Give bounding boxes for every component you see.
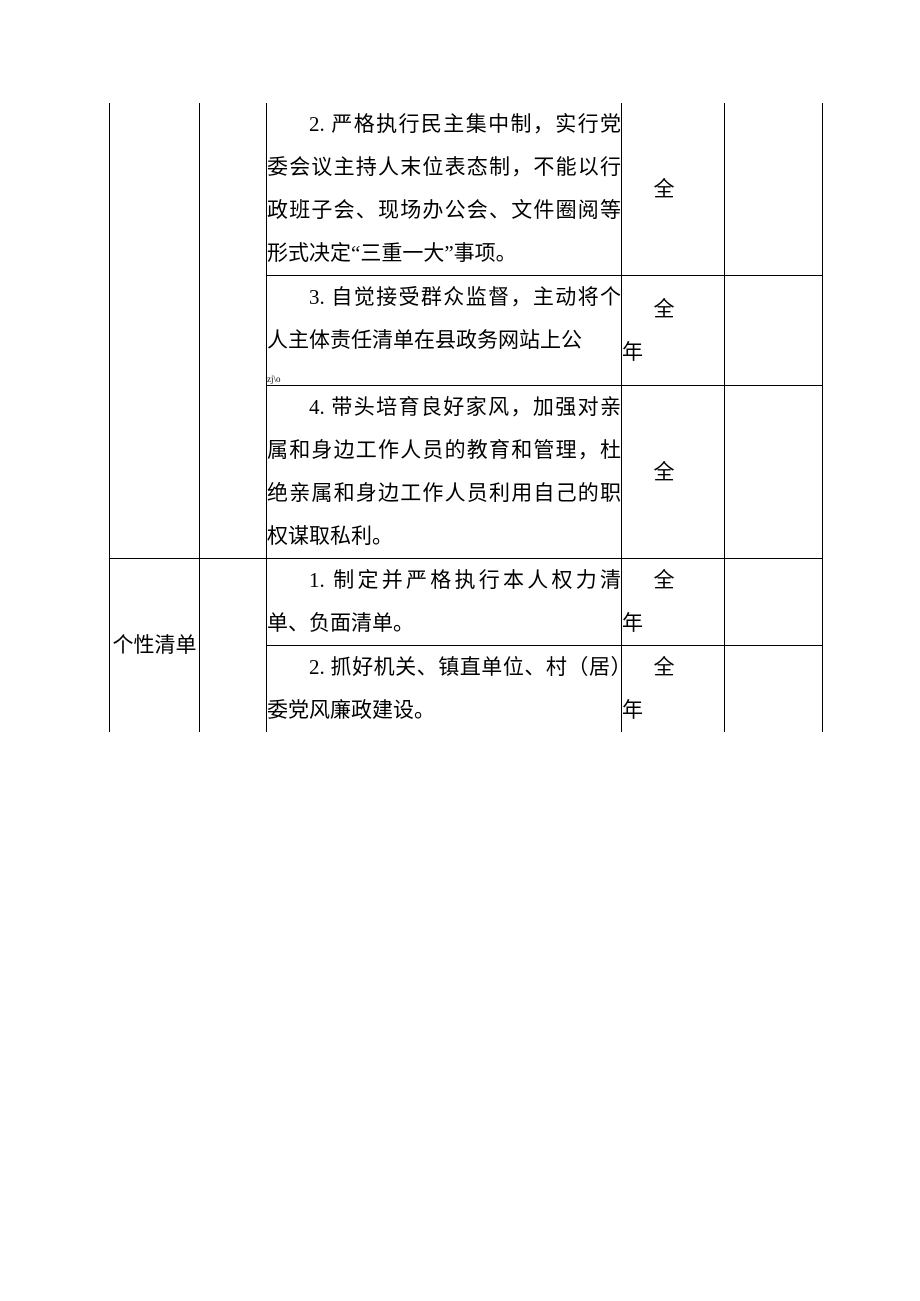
time-text-line1: 全 [622,559,724,602]
note-text: zj\o [267,374,621,385]
category-cell: 个性清单 [110,559,200,733]
table-row: 个性清单 1. 制定并严格执行本人权力清单、负面清单。 全 年 [110,559,823,646]
content-text: 4. 带头培育良好家风，加强对亲属和身边工作人员的教育和管理，杜绝亲属和身边工作… [267,386,621,558]
content-text: 2. 严格执行民主集中制，实行党委会议主持人末位表态制，不能以行政班子会、现场办… [267,103,621,275]
time-cell: 全 年 [622,646,725,733]
content-cell: 2. 严格执行民主集中制，实行党委会议主持人末位表态制，不能以行政班子会、现场办… [267,103,622,276]
content-cell: 2. 抓好机关、镇直单位、村（居）委党风廉政建设。 [267,646,622,733]
col5-cell [725,559,823,646]
time-cell: 全 [622,386,725,559]
col5-cell [725,276,823,386]
content-cell: 4. 带头培育良好家风，加强对亲属和身边工作人员的教育和管理，杜绝亲属和身边工作… [267,386,622,559]
time-cell: 全 年 [622,276,725,386]
time-cell: 全 [622,103,725,276]
time-text-line2: 年 [622,602,724,645]
time-cell: 全 年 [622,559,725,646]
col2-cell [200,559,267,733]
content-text: 1. 制定并严格执行本人权力清单、负面清单。 [267,559,621,645]
content-cell: 3. 自觉接受群众监督，主动将个人主体责任清单在县政务网站上公 zj\o [267,276,622,386]
responsibility-table: 2. 严格执行民主集中制，实行党委会议主持人末位表态制，不能以行政班子会、现场办… [109,103,823,732]
document-page: 2. 严格执行民主集中制，实行党委会议主持人末位表态制，不能以行政班子会、现场办… [0,0,920,1301]
content-text: 3. 自觉接受群众监督，主动将个人主体责任清单在县政务网站上公 [267,276,621,362]
table-row: 2. 严格执行民主集中制，实行党委会议主持人末位表态制，不能以行政班子会、现场办… [110,103,823,276]
time-text-line2: 年 [622,689,724,732]
category-text: 个性清单 [110,624,199,667]
time-text-line1: 全 [622,646,724,689]
time-text: 全 [622,168,724,211]
col5-cell [725,386,823,559]
time-text: 全 [622,451,724,494]
content-cell: 1. 制定并严格执行本人权力清单、负面清单。 [267,559,622,646]
content-text: 2. 抓好机关、镇直单位、村（居）委党风廉政建设。 [267,646,621,732]
category-cell [110,103,200,559]
col5-cell [725,103,823,276]
col5-cell [725,646,823,733]
time-text-line2: 年 [622,331,724,374]
time-text-line1: 全 [622,288,724,331]
col2-cell [200,103,267,559]
